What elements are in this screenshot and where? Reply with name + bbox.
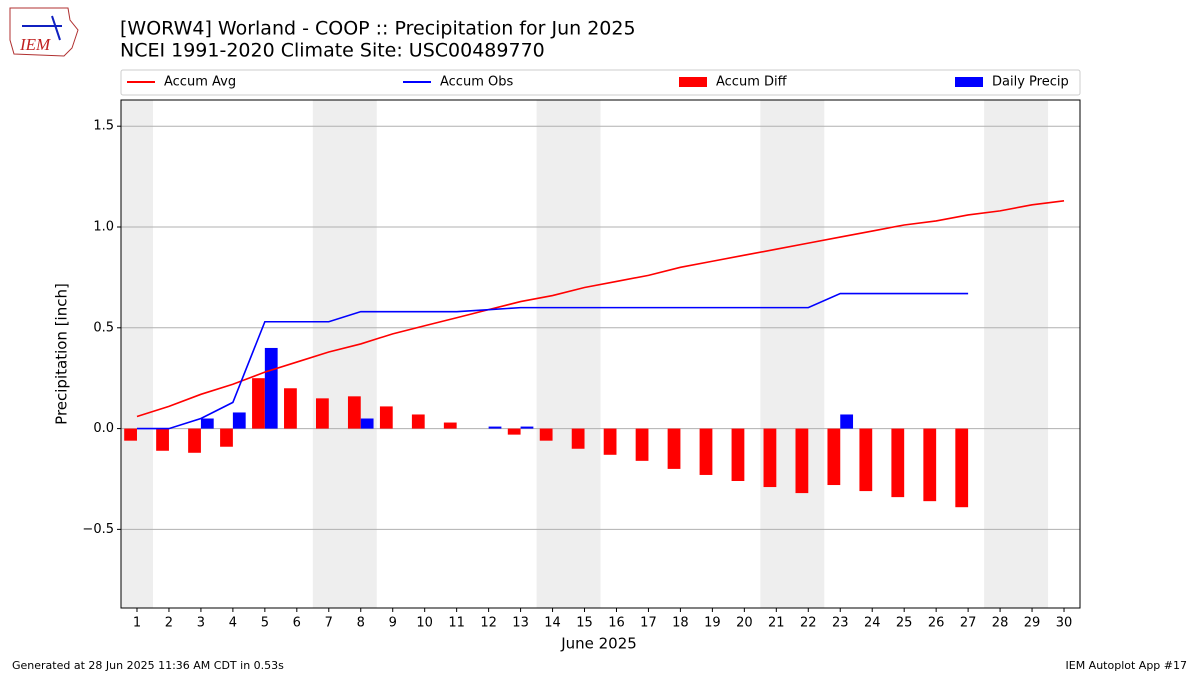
bar — [507, 428, 521, 435]
bar — [315, 398, 329, 429]
x-tick-label: 23 — [832, 616, 849, 631]
shaded-span — [984, 100, 1049, 608]
x-tick-label: 17 — [640, 616, 657, 631]
x-tick-label: 4 — [229, 616, 237, 631]
bar — [156, 428, 169, 451]
x-tick-label: 3 — [197, 616, 205, 631]
chart-subtitle: NCEI 1991-2020 Climate Site: USC00489770 — [120, 40, 545, 62]
bar — [520, 426, 534, 429]
bar — [955, 428, 969, 508]
bar — [603, 428, 617, 455]
x-tick-label: 10 — [416, 616, 433, 631]
legend-swatch — [679, 77, 707, 87]
logo: IEM — [9, 7, 79, 57]
bar — [252, 378, 265, 429]
bar — [220, 428, 233, 447]
chart-title: [WORW4] Worland - COOP :: Precipitation … — [120, 18, 636, 40]
x-tick-label: 25 — [896, 616, 913, 631]
x-tick-label: 12 — [480, 616, 497, 631]
x-tick-label: 14 — [544, 616, 561, 631]
x-tick-label: 2 — [165, 616, 173, 631]
x-tick-label: 19 — [704, 616, 721, 631]
y-tick-label: 0.5 — [93, 320, 114, 335]
bar — [635, 428, 649, 461]
x-tick-label: 24 — [864, 616, 881, 631]
bar — [539, 428, 553, 441]
line — [136, 200, 1065, 418]
legend-label: Accum Diff — [716, 75, 788, 90]
x-tick-label: 21 — [768, 616, 785, 631]
bar — [891, 428, 905, 498]
bar — [264, 347, 278, 429]
bar — [488, 426, 502, 429]
x-tick-label: 13 — [512, 616, 529, 631]
line — [136, 292, 969, 430]
y-tick-label: 1.0 — [93, 220, 114, 235]
x-tick-label: 30 — [1056, 616, 1073, 631]
x-tick-label: 16 — [608, 616, 625, 631]
x-tick-label: 8 — [357, 616, 365, 631]
x-tick-label: 7 — [325, 616, 333, 631]
plot-frame — [120, 99, 1081, 609]
bar — [284, 388, 297, 429]
y-tick-label: 0.0 — [93, 421, 114, 436]
bar — [795, 428, 809, 494]
bar — [443, 422, 457, 429]
legend-label: Accum Obs — [440, 75, 513, 90]
legend-label: Daily Precip — [992, 75, 1069, 90]
x-tick-label: 22 — [800, 616, 817, 631]
logo-text: IEM — [19, 35, 51, 54]
bar — [347, 396, 361, 429]
bar — [188, 428, 201, 453]
bar — [859, 428, 873, 492]
shaded-span — [121, 100, 153, 608]
y-tick-label: 1.5 — [93, 119, 114, 134]
bar — [379, 406, 393, 429]
bar — [571, 428, 585, 449]
y-tick-label: −0.5 — [82, 522, 114, 537]
x-tick-label: 26 — [928, 616, 945, 631]
x-tick-label: 15 — [576, 616, 593, 631]
x-tick-label: 18 — [672, 616, 689, 631]
footer-left: Generated at 28 Jun 2025 11:36 AM CDT in… — [12, 659, 284, 672]
x-tick-label: 5 — [261, 616, 269, 631]
bar — [667, 428, 681, 469]
bar — [232, 412, 246, 429]
bar — [731, 428, 745, 481]
shaded-span — [760, 100, 825, 608]
legend-label: Accum Avg — [164, 75, 236, 90]
x-tick-label: 27 — [960, 616, 977, 631]
x-tick-label: 29 — [1024, 616, 1041, 631]
bar — [699, 428, 713, 475]
x-tick-label: 20 — [736, 616, 753, 631]
bar — [411, 414, 425, 429]
x-tick-label: 6 — [293, 616, 301, 631]
bar — [763, 428, 777, 488]
bar — [124, 428, 137, 441]
legend — [120, 69, 1081, 96]
x-axis-label: June 2025 — [560, 635, 637, 653]
bar — [840, 414, 854, 429]
bar — [827, 428, 841, 486]
shaded-span — [536, 100, 601, 608]
legend-swatch — [955, 77, 983, 87]
y-axis-label: Precipitation [inch] — [53, 283, 71, 425]
bar — [923, 428, 937, 502]
footer-right: IEM Autoplot App #17 — [1066, 659, 1188, 672]
bar — [360, 418, 374, 429]
x-tick-label: 28 — [992, 616, 1009, 631]
x-tick-label: 11 — [448, 616, 465, 631]
x-tick-label: 1 — [133, 616, 141, 631]
x-tick-label: 9 — [389, 616, 397, 631]
bar — [200, 418, 214, 429]
